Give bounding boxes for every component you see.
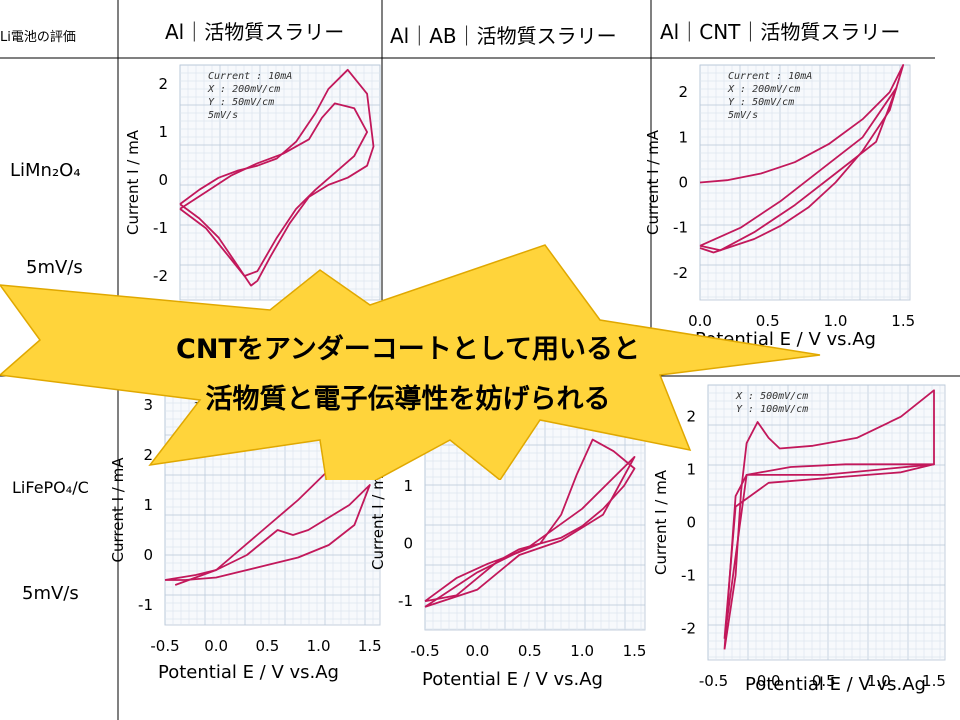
x-tick-label: 0.5 [518, 642, 542, 660]
x-tick-label: 0.0 [204, 637, 228, 655]
x-tick-label: 1.0 [307, 637, 331, 655]
corner-label: Li電池の評価 [0, 30, 76, 45]
cv-curve-1 [723, 389, 935, 650]
y-tick-label: -2 [673, 264, 688, 282]
x-axis-label: Potential E / V vs.Ag [422, 669, 603, 690]
y-tick-label: -1 [673, 219, 688, 237]
y-tick-label: 1 [678, 128, 688, 146]
handwritten-annotation: 5mV/s [208, 110, 238, 121]
y-tick-label: 0 [403, 534, 413, 552]
y-tick-label: 2 [143, 446, 153, 464]
x-tick-label: 0.5 [255, 637, 279, 655]
handwritten-annotation: X : 200mV/cm [727, 84, 800, 95]
x-tick-label: 1.5 [358, 637, 382, 655]
x-tick-label: 1.0 [824, 312, 848, 330]
handwritten-annotation: Current : 10mA [208, 71, 292, 82]
graph-paper [707, 384, 946, 661]
cv-curve-2 [699, 86, 898, 252]
x-tick-label: -0.5 [699, 672, 728, 690]
y-tick-label: 0 [158, 171, 168, 189]
x-tick-label: 0.5 [812, 672, 836, 690]
cv-curve-2 [179, 102, 368, 277]
cv-curve-1 [699, 64, 905, 254]
y-tick-label: -1 [681, 566, 696, 584]
handwritten-annotation: Current : 10mA [728, 71, 812, 82]
x-tick-label: 0.0 [688, 312, 712, 330]
row-label-material-lmo: LiMn₂O₄ [10, 160, 81, 181]
x-axis-label: Potential E / V vs.Ag [745, 674, 926, 695]
y-axis-label: Current I / mA [124, 129, 142, 235]
y-tick-label: 1 [686, 461, 696, 479]
x-tick-label: 1.5 [922, 672, 946, 690]
handwritten-annotation: Y : 50mV/cm [208, 97, 274, 108]
cv-curve-1 [179, 68, 375, 287]
column-header-al-cnt: Al｜CNT｜活物質スラリー [660, 20, 901, 44]
handwritten-annotation: X : 500mV/cm [735, 391, 808, 402]
row-label-rate-lfp: 5mV/s [22, 583, 79, 604]
y-tick-label: -1 [398, 592, 413, 610]
cv-curve-1 [164, 484, 371, 581]
cv-curve-2 [424, 456, 636, 608]
row-label-rate-lmo: 5mV/s [26, 257, 83, 278]
handwritten-annotation: Y : 50mV/cm [728, 97, 794, 108]
y-tick-label: -2 [681, 619, 696, 637]
x-tick-label: 0.0 [465, 642, 489, 660]
y-tick-label: 2 [158, 75, 168, 93]
y-tick-label: 1 [403, 477, 413, 495]
x-tick-label: 1.0 [570, 642, 594, 660]
row-label-material-lfp: LiFePO₄/C [12, 478, 89, 497]
y-tick-label: 3 [143, 396, 153, 414]
handwritten-annotation: 5mV/s [728, 110, 758, 121]
y-tick-label: -1 [153, 219, 168, 237]
column-header-al-ab: Al｜AB｜活物質スラリー [390, 24, 617, 48]
x-tick-label: 1.0 [867, 672, 891, 690]
handwritten-annotation: Y : 100mV/cm [736, 404, 808, 415]
y-tick-label: 2 [678, 83, 688, 101]
y-tick-label: 1 [143, 496, 153, 514]
y-axis-label: Current I / mA [369, 464, 387, 570]
y-tick-label: 0 [678, 174, 688, 192]
y-tick-label: 0 [686, 514, 696, 532]
x-tick-label: 0.0 [757, 672, 781, 690]
graph-paper [179, 64, 381, 301]
x-tick-label: 1.5 [891, 312, 915, 330]
callout-line-1: CNTをアンダーコートとして用いると [176, 333, 640, 365]
y-tick-label: 2 [686, 408, 696, 426]
x-tick-label: 1.5 [623, 642, 647, 660]
callout-line-2: 活物質と電子伝導性を妨げられる [206, 383, 611, 415]
x-tick-label: -0.5 [150, 637, 179, 655]
y-tick-label: 1 [158, 123, 168, 141]
y-axis-label: Current I / mA [652, 469, 670, 575]
y-axis-label: Current I / mA [644, 129, 662, 235]
column-header-al: Al｜活物質スラリー [165, 20, 345, 44]
y-axis-label: Current I / mA [109, 457, 127, 563]
y-tick-label: -2 [153, 267, 168, 285]
handwritten-annotation: X : 200mV/cm [207, 84, 280, 95]
y-tick-label: -1 [138, 596, 153, 614]
x-tick-label: -0.5 [410, 642, 439, 660]
callout-starburst: CNTをアンダーコートとして用いると 活物質と電子伝導性を妨げられる [0, 244, 821, 480]
cv-curve-2 [723, 463, 935, 639]
x-tick-label: 0.5 [756, 312, 780, 330]
y-tick-label: 0 [143, 546, 153, 564]
chart-lfp-cnt: 2 1 0 -1 -2 -0.5 0.0 0.5 1.0 1.5 Current I / mA Pot… [652, 384, 946, 695]
x-axis-label: Potential E / V vs.Ag [158, 662, 339, 683]
